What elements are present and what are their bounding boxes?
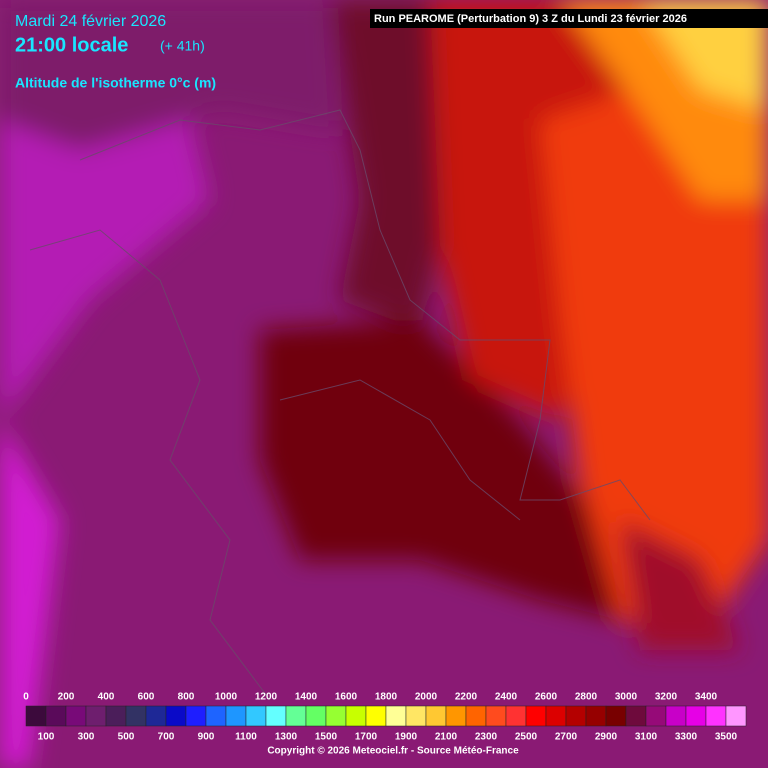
legend-swatch: [85, 705, 107, 727]
legend-swatch: [545, 705, 567, 727]
legend-swatch: [505, 705, 527, 727]
legend-swatch: [485, 705, 507, 727]
legend-label: 3200: [655, 692, 678, 703]
legend-swatch: [45, 705, 67, 727]
legend-swatch: [625, 705, 647, 727]
legend-swatch: [145, 705, 167, 727]
legend-swatch: [305, 705, 327, 727]
legend-label: 2700: [555, 732, 578, 743]
legend-label: 2200: [455, 692, 478, 703]
legend-label: 1600: [335, 692, 358, 703]
legend-label: 1000: [215, 692, 238, 703]
time: 21:00 locale: [15, 34, 128, 56]
legend-swatch: [225, 705, 247, 727]
legend-label: 1100: [235, 732, 257, 743]
legend-label: 2100: [435, 732, 458, 743]
legend-swatch: [725, 705, 747, 727]
legend-label: 3400: [695, 692, 718, 703]
legend-swatch: [405, 705, 427, 727]
legend-label: 1900: [395, 732, 418, 743]
legend-swatch: [645, 705, 667, 727]
legend-label: 2400: [495, 692, 518, 703]
legend-swatch: [285, 705, 307, 727]
legend-label: 800: [178, 692, 195, 703]
legend-swatch: [25, 705, 47, 727]
legend-label: 500: [118, 732, 135, 743]
legend-swatch: [245, 705, 267, 727]
legend-label: 2800: [575, 692, 598, 703]
legend: 0 200 400 600 800 1000 1200 1400 1600 1800 2000 220…: [23, 692, 747, 743]
legend-swatch: [205, 705, 227, 727]
legend-swatch: [365, 705, 387, 727]
legend-label: 3000: [615, 692, 638, 703]
legend-label: 1300: [275, 732, 298, 743]
legend-swatch: [185, 705, 207, 727]
legend-swatch: [125, 705, 147, 727]
legend-label: 1800: [375, 692, 398, 703]
variable: Altitude de l'isotherme 0°c (m): [15, 75, 216, 91]
legend-label: 2300: [475, 732, 498, 743]
legend-swatch: [265, 705, 287, 727]
legend-label: 3500: [715, 732, 738, 743]
legend-label: 3100: [635, 732, 658, 743]
legend-label: 300: [78, 732, 95, 743]
legend-label: 3300: [675, 732, 698, 743]
legend-swatch: [685, 705, 707, 727]
legend-swatch: [585, 705, 607, 727]
legend-swatch: [65, 705, 87, 727]
legend-swatch: [605, 705, 627, 727]
copyright: Copyright © 2026 Meteociel.fr - Source M…: [267, 746, 519, 757]
legend-label: 1700: [355, 732, 378, 743]
date: Mardi 24 février 2026: [15, 13, 166, 30]
legend-swatch: [105, 705, 127, 727]
legend-label: 2500: [515, 732, 538, 743]
legend-label: 900: [198, 732, 215, 743]
legend-label: 1400: [295, 692, 318, 703]
legend-swatch: [165, 705, 187, 727]
legend-swatch: [565, 705, 587, 727]
legend-swatch: [425, 705, 447, 727]
legend-label: 200: [58, 692, 75, 703]
legend-label: 100: [38, 732, 55, 743]
legend-label: 1200: [255, 692, 278, 703]
run-box: [370, 9, 768, 28]
legend-label: 700: [158, 732, 175, 743]
legend-swatch: [345, 705, 367, 727]
legend-swatch: [705, 705, 727, 727]
legend-swatch: [385, 705, 407, 727]
legend-label: 0: [23, 692, 29, 703]
lead-time: (+ 41h): [160, 38, 205, 54]
legend-swatch: [325, 705, 347, 727]
legend-label: 2900: [595, 732, 618, 743]
legend-label: 2000: [415, 692, 438, 703]
legend-label: 1500: [315, 732, 338, 743]
run-info: Run PEAROME (Perturbation 9) 3 Z du Lund…: [374, 13, 687, 25]
legend-swatch: [665, 705, 687, 727]
legend-swatch: [525, 705, 547, 727]
legend-label: 2600: [535, 692, 558, 703]
legend-swatch: [465, 705, 487, 727]
legend-label: 600: [138, 692, 155, 703]
legend-label: 400: [98, 692, 115, 703]
legend-swatch: [445, 705, 467, 727]
